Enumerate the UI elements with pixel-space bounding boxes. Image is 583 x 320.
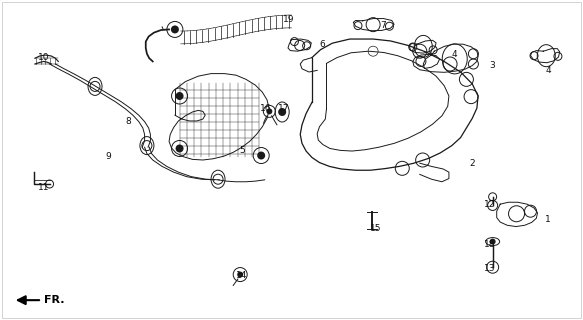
Circle shape: [266, 108, 272, 114]
Text: 14: 14: [236, 271, 248, 280]
Circle shape: [175, 144, 184, 152]
Circle shape: [257, 151, 265, 159]
Text: FR.: FR.: [44, 295, 64, 305]
Text: 7: 7: [380, 21, 386, 30]
Text: 15: 15: [370, 224, 382, 233]
Text: 8: 8: [125, 117, 131, 126]
Circle shape: [171, 25, 179, 33]
Text: 12: 12: [484, 200, 496, 209]
Text: 3: 3: [490, 61, 496, 70]
Text: 4: 4: [545, 66, 551, 75]
Text: 16: 16: [259, 104, 271, 113]
Text: 6: 6: [319, 40, 325, 49]
Circle shape: [175, 92, 184, 100]
Text: 5: 5: [239, 146, 245, 155]
Text: 13: 13: [484, 264, 496, 273]
Circle shape: [490, 239, 496, 244]
Circle shape: [237, 272, 243, 277]
Text: 9: 9: [105, 152, 111, 161]
Text: 1: 1: [545, 215, 551, 224]
Text: 18: 18: [484, 240, 496, 249]
Text: 2: 2: [469, 159, 475, 168]
Circle shape: [278, 108, 286, 116]
Text: 17: 17: [278, 104, 290, 113]
Text: 10: 10: [38, 53, 50, 62]
Text: 11: 11: [38, 183, 50, 192]
Text: 19: 19: [283, 15, 294, 24]
Text: 4: 4: [452, 50, 458, 59]
